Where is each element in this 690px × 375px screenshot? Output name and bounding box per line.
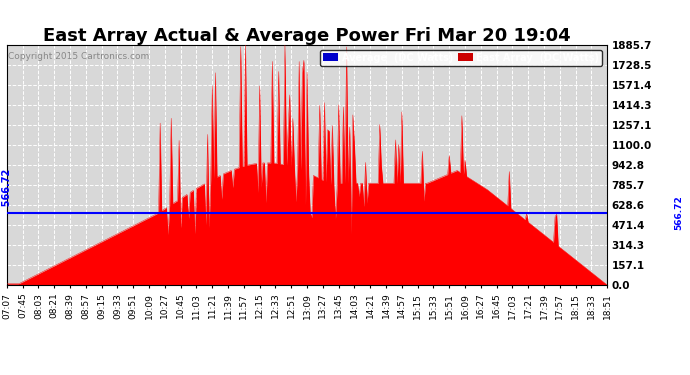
Text: 566.72: 566.72	[674, 195, 683, 230]
Text: Copyright 2015 Cartronics.com: Copyright 2015 Cartronics.com	[8, 52, 149, 61]
Title: East Array Actual & Average Power Fri Mar 20 19:04: East Array Actual & Average Power Fri Ma…	[43, 27, 571, 45]
Text: 566.72: 566.72	[2, 169, 12, 213]
Legend: Average  (DC Watts), East Array  (DC Watts): Average (DC Watts), East Array (DC Watts…	[320, 50, 602, 66]
